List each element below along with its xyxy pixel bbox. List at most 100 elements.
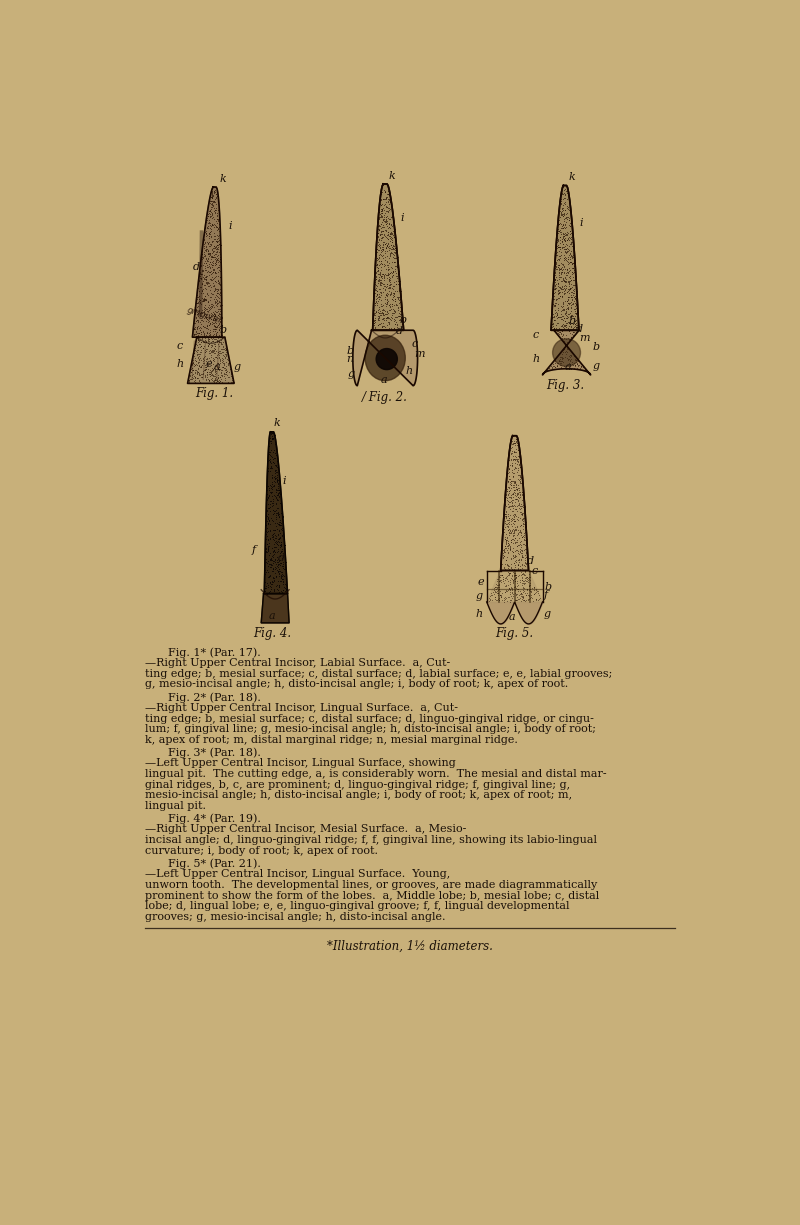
Point [568,345,581,365]
Point [388,287,401,306]
Point [200,360,213,380]
Point [513,488,526,507]
Point [389,292,402,311]
Point [512,544,525,564]
Point [557,279,570,299]
Point [269,526,282,545]
Point [385,224,398,244]
Point [206,208,218,228]
Point [268,454,281,474]
Point [192,311,205,331]
Point [206,195,218,214]
Point [549,255,562,274]
Point [551,270,564,289]
Point [574,358,586,377]
Point [211,342,224,361]
Point [498,508,510,528]
Point [505,462,518,481]
Point [201,365,214,385]
Point [571,303,584,322]
Point [511,446,524,466]
Point [495,572,508,592]
Point [209,309,222,328]
Point [562,207,574,227]
Point [382,214,395,234]
Point [378,301,391,321]
Text: lum; f, gingival line; g, mesio-incisal angle; h, disto-incisal angle; i, body o: lum; f, gingival line; g, mesio-incisal … [145,724,596,734]
Point [273,529,286,549]
Point [560,225,573,245]
Point [209,330,222,349]
Point [273,578,286,598]
Point [387,276,400,295]
Point [373,251,386,271]
Point [505,496,518,516]
Point [216,338,229,358]
Point [378,276,391,295]
Point [379,236,392,256]
Point [199,224,212,244]
Point [201,301,214,321]
Point [264,529,277,549]
Point [510,428,523,447]
Point [571,355,584,375]
Point [565,328,578,348]
Point [393,296,406,316]
Point [274,484,286,503]
Point [201,316,214,336]
Point [503,497,516,517]
Point [198,317,211,337]
Point [511,575,524,594]
Point [199,360,212,380]
Point [199,349,212,369]
Point [200,309,213,328]
Point [210,295,222,315]
Point [274,555,286,575]
Point [205,305,218,325]
Point [192,312,205,332]
Point [382,235,394,255]
Point [508,441,521,461]
Point [209,369,222,388]
Point [509,570,522,589]
Point [387,266,400,285]
Point [189,372,202,392]
Point [506,472,519,491]
Point [224,365,237,385]
Point [206,232,219,251]
Point [199,359,212,379]
Point [508,530,521,550]
Point [516,513,529,533]
Point [186,354,199,374]
Point [275,519,288,539]
Point [269,564,282,583]
Point [210,232,222,251]
Text: curvature; i, body of root; k, apex of root.: curvature; i, body of root; k, apex of r… [145,845,378,856]
Point [504,521,517,540]
Point [555,321,568,341]
Point [266,505,279,524]
Point [496,554,509,573]
Point [205,342,218,361]
Point [511,521,524,540]
Point [501,592,514,611]
Point [390,315,403,334]
Point [204,364,217,383]
Point [211,241,224,261]
Point [193,265,206,284]
Point [207,201,220,220]
Point [214,250,226,270]
Point [570,290,582,310]
Point [548,356,561,376]
Point [261,511,274,530]
Point [503,535,516,555]
Point [390,273,402,293]
Point [514,560,526,579]
Point [214,301,226,321]
Point [561,339,574,359]
Point [274,485,287,505]
Point [507,507,520,527]
Point [514,523,526,543]
Point [206,241,219,261]
Point [569,288,582,307]
